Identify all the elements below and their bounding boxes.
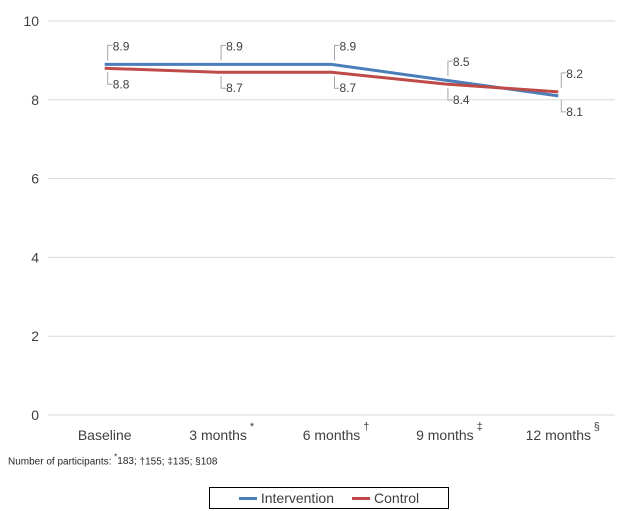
data-label-leader bbox=[107, 72, 113, 85]
data-label-intervention: 8.5 bbox=[453, 55, 470, 69]
data-label-intervention: 8.9 bbox=[113, 39, 130, 53]
y-tick-label: 2 bbox=[31, 328, 39, 344]
legend: Intervention Control bbox=[209, 487, 449, 509]
footnote-item-3: ‡135; bbox=[167, 456, 193, 468]
x-tick-label: 9 months bbox=[416, 427, 474, 443]
x-tick-label: 3 months bbox=[189, 427, 247, 443]
y-tick-label: 0 bbox=[31, 407, 39, 423]
data-labels: 8.9 8.8 8.9 8.7 8.9 8.7 8.5 8.4 8.1 8.2 bbox=[107, 39, 583, 119]
x-tick-mark: § bbox=[594, 421, 600, 433]
y-tick-label: 8 bbox=[31, 92, 39, 108]
data-label-leader bbox=[220, 76, 227, 89]
y-tick-label: 4 bbox=[31, 249, 39, 265]
x-tick-label: 12 months bbox=[526, 427, 591, 443]
legend-swatch-intervention bbox=[238, 496, 257, 500]
gridlines bbox=[48, 20, 615, 416]
x-tick-mark: * bbox=[250, 421, 255, 433]
y-tick-label: 6 bbox=[31, 171, 39, 187]
legend-item-intervention: Intervention bbox=[238, 490, 335, 506]
data-label-control: 8.2 bbox=[566, 67, 583, 81]
x-tick-mark: ‡ bbox=[477, 421, 483, 433]
data-label-control: 8.7 bbox=[226, 81, 243, 95]
data-label-leader bbox=[334, 76, 340, 89]
footnote-item-1: *183; bbox=[114, 453, 137, 468]
legend-label-intervention: Intervention bbox=[260, 490, 335, 506]
data-label-leader bbox=[220, 44, 227, 61]
data-label-intervention: 8.9 bbox=[226, 39, 243, 53]
data-label-control: 8.7 bbox=[340, 81, 357, 95]
legend-label-control: Control bbox=[374, 490, 420, 506]
data-label-control: 8.4 bbox=[453, 93, 470, 107]
footnote-item-4: §108 bbox=[195, 456, 218, 468]
x-axis-ticks: Baseline 3 months * 6 months † 9 months ‡ 12 mo… bbox=[78, 421, 600, 443]
data-label-intervention: 8.1 bbox=[566, 105, 583, 119]
data-label-control: 8.8 bbox=[113, 77, 130, 91]
x-tick-label: Baseline bbox=[78, 427, 132, 443]
series-line-intervention bbox=[104, 62, 559, 98]
data-label-intervention: 8.9 bbox=[340, 39, 357, 53]
data-label-leader bbox=[560, 99, 567, 113]
y-tick-label: 10 bbox=[23, 13, 39, 29]
x-tick-label: 6 months bbox=[303, 427, 361, 443]
x-tick-mark: † bbox=[363, 421, 369, 433]
legend-item-control: Control bbox=[352, 490, 419, 506]
participants-footnote: Number of participants: *183; †155; ‡135… bbox=[8, 453, 217, 467]
y-axis-ticks: 0 2 4 6 8 10 bbox=[23, 13, 39, 423]
data-label-leader bbox=[107, 44, 113, 61]
line-chart: 0 2 4 6 8 10 Baseline 3 months * 6 months † 9 mont… bbox=[23, 13, 615, 443]
series-lines bbox=[104, 62, 559, 98]
footnote-prefix: Number of participants: bbox=[8, 456, 112, 468]
data-label-leader bbox=[334, 44, 340, 61]
footnote-item-2: †155; bbox=[139, 456, 165, 468]
data-label-leader bbox=[560, 72, 567, 88]
series-line-control bbox=[104, 66, 559, 94]
data-label-leader bbox=[447, 60, 453, 77]
data-label-leader bbox=[447, 88, 453, 101]
legend-swatch-control bbox=[352, 496, 371, 500]
